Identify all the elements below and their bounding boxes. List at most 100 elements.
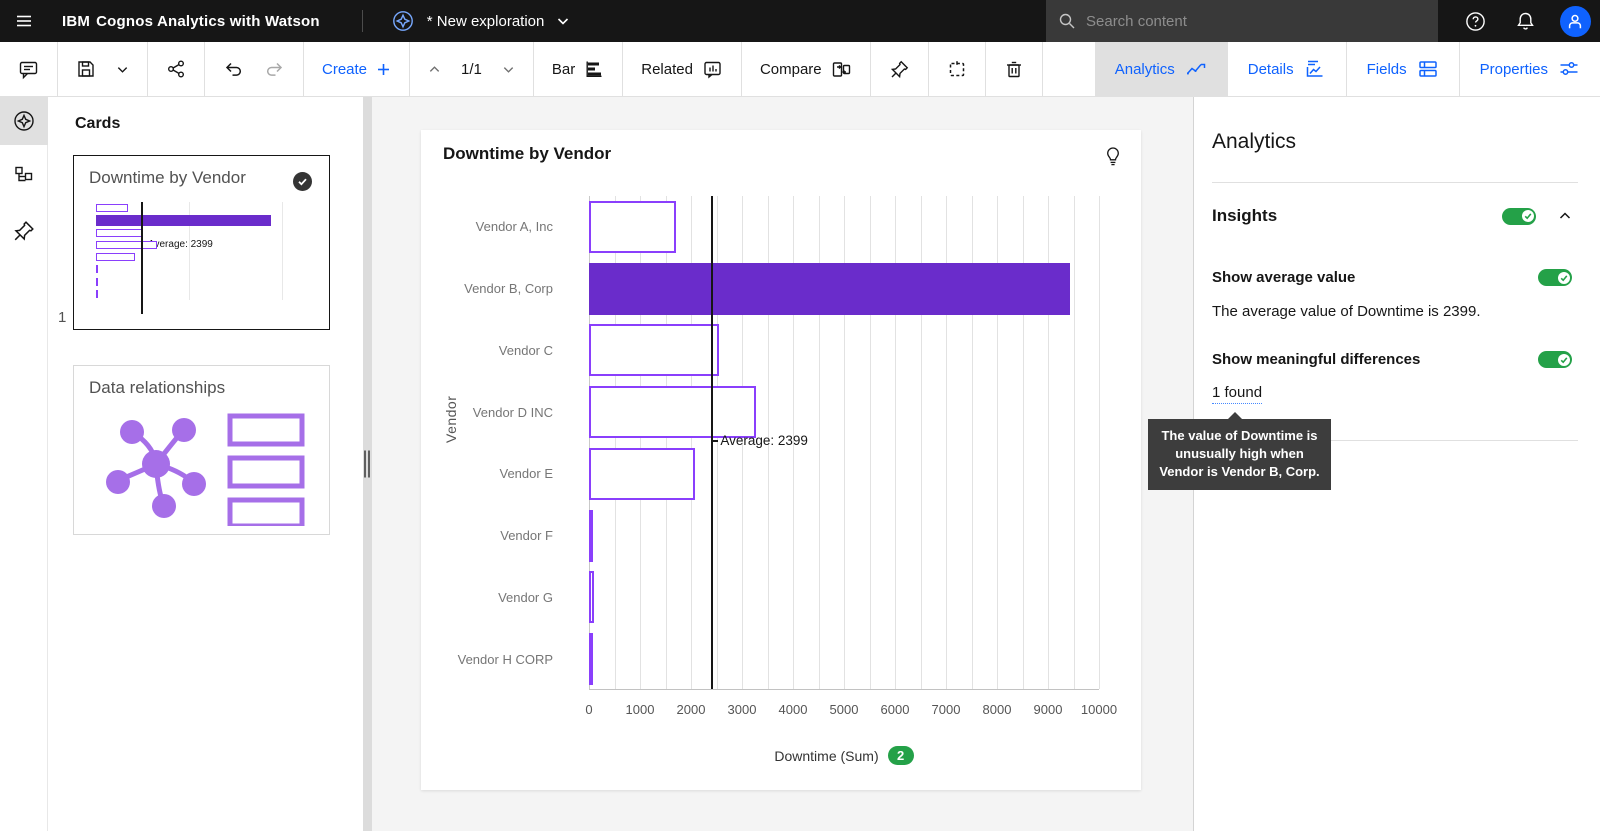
chart-card[interactable]: Downtime by Vendor Vendor Vendor A, Inc V… (421, 130, 1141, 790)
tab-details-label: Details (1247, 60, 1294, 78)
pin-button[interactable] (879, 42, 920, 96)
delete-button[interactable] (994, 42, 1034, 96)
trash-icon (1006, 61, 1021, 78)
marquee-select-button[interactable] (937, 42, 977, 96)
gridline (691, 196, 692, 689)
rail-pin-button[interactable] (0, 207, 48, 255)
insights-toggle[interactable] (1502, 207, 1536, 225)
search-bar[interactable] (1046, 0, 1438, 42)
bar-vendor-e[interactable] (589, 447, 695, 500)
tab-analytics[interactable]: Analytics (1094, 42, 1227, 96)
create-button[interactable]: Create (312, 42, 401, 96)
thumbnail-bar-vendor-f (96, 265, 98, 274)
gridline (895, 196, 896, 689)
rail-data-relationships-button[interactable] (0, 152, 48, 200)
x-tick-label: 8000 (982, 702, 1012, 717)
bar-label: Bar (551, 60, 576, 78)
data-relationships-graphic (88, 408, 314, 526)
bar-vendor-g[interactable] (589, 571, 595, 624)
related-label: Related (641, 60, 693, 78)
search-input[interactable] (1086, 12, 1406, 30)
comment-button[interactable] (8, 42, 49, 96)
page-indicator: 1/1 (461, 60, 482, 78)
y-tick-label: Vendor G (498, 589, 553, 605)
card-downtime-by-vendor[interactable]: Downtime by Vendor Average: 2399 (73, 155, 330, 330)
document-switcher[interactable]: * New exploration (391, 9, 571, 33)
meaningful-differences-toggle[interactable] (1538, 351, 1572, 368)
x-tick-label: 10000 (1080, 702, 1118, 717)
related-chart-icon (704, 61, 721, 78)
header-actions (1450, 0, 1600, 42)
y-tick-label: Vendor E (499, 466, 554, 482)
card-thumbnail-chart: Average: 2399 (96, 202, 283, 314)
bar-vendor-f[interactable] (589, 509, 593, 562)
save-options-chevron-icon[interactable] (106, 42, 139, 96)
average-description: The average value of Downtime is 2399. (1212, 303, 1481, 320)
x-tick-label: 9000 (1033, 702, 1063, 717)
compare-button[interactable]: Compare (750, 42, 862, 96)
differences-found-link[interactable]: 1 found (1212, 384, 1263, 404)
gridline (614, 196, 616, 689)
chart-type-bar-button[interactable]: Bar (542, 42, 614, 96)
measure-count-badge[interactable]: 2 (887, 746, 914, 765)
card-data-relationships[interactable]: Data relationships (73, 365, 330, 535)
related-button[interactable]: Related (631, 42, 733, 96)
settings-sliders-icon (1560, 62, 1578, 75)
x-tick-label: 0 (585, 702, 593, 717)
gridline (589, 196, 590, 689)
account-button[interactable] (1550, 0, 1600, 42)
header-divider (361, 10, 363, 32)
x-tick-label: 7000 (931, 702, 961, 717)
undo-button[interactable] (213, 42, 254, 96)
thumbnail-bar-vendor-d-inc (96, 240, 157, 249)
brand-name: Cognos Analytics with Watson (96, 12, 320, 30)
bar-vendor-h-corp[interactable] (589, 633, 593, 686)
gridline (1099, 196, 1100, 689)
insight-lightbulb-icon[interactable] (1105, 146, 1121, 168)
next-page-button[interactable] (492, 42, 525, 96)
tab-fields[interactable]: Fields (1345, 42, 1459, 96)
bar-vendor-b-corp[interactable] (589, 262, 1070, 315)
y-axis-labels: Vendor A, Inc Vendor B, Corp Vendor C Vendo… (421, 196, 571, 690)
gridline (742, 196, 743, 689)
search-icon (1058, 12, 1076, 30)
card-selected-check-icon[interactable] (293, 172, 312, 191)
hamburger-menu-icon[interactable] (0, 0, 48, 42)
meaningful-differences-label: Show meaningful differences (1212, 351, 1421, 368)
x-tick-label: 4000 (778, 702, 808, 717)
notifications-button[interactable] (1500, 0, 1550, 42)
insight-tooltip: The value of Downtime is unusually high … (1148, 412, 1331, 490)
thumbnail-bar-vendor-a-inc (96, 204, 128, 213)
gridline (920, 196, 922, 689)
thumbnail-bar-vendor-c (96, 228, 144, 237)
rail-explore-button[interactable] (0, 97, 48, 145)
y-tick-label: Vendor F (500, 528, 553, 544)
global-header: IBM Cognos Analytics with Watson * New ex… (0, 0, 1600, 42)
show-average-toggle[interactable] (1538, 269, 1572, 286)
bar-vendor-a-inc[interactable] (589, 200, 676, 253)
tab-details[interactable]: Details (1226, 42, 1346, 96)
panel-title: Analytics (1212, 130, 1297, 153)
redo-button[interactable] (254, 42, 295, 96)
share-button[interactable] (156, 42, 196, 96)
save-button[interactable] (66, 42, 106, 96)
thumbnail-bar-vendor-e (96, 253, 135, 262)
pin-icon (14, 221, 34, 241)
help-button[interactable] (1450, 0, 1500, 42)
y-tick-label: Vendor C (498, 342, 553, 358)
panel-resize-handle[interactable] (363, 97, 372, 831)
card-index-label: 1 (58, 309, 67, 326)
collapse-chevron-up-icon[interactable] (1558, 209, 1572, 223)
average-line (711, 196, 714, 689)
thumbnail-bar-vendor-g (96, 277, 98, 286)
bar-vendor-d-inc[interactable] (589, 386, 756, 439)
bar-vendor-c[interactable] (589, 324, 720, 377)
tab-properties[interactable]: Properties (1458, 42, 1600, 96)
previous-page-button[interactable] (418, 42, 451, 96)
chevron-down-icon[interactable] (556, 14, 570, 28)
gridline (818, 196, 820, 689)
insights-label: Insights (1212, 206, 1278, 225)
chart-title: Downtime by Vendor (443, 144, 612, 163)
tab-analytics-label: Analytics (1114, 60, 1175, 78)
cards-panel: Cards Downtime by Vendor Average: 2399 1… (48, 97, 363, 831)
